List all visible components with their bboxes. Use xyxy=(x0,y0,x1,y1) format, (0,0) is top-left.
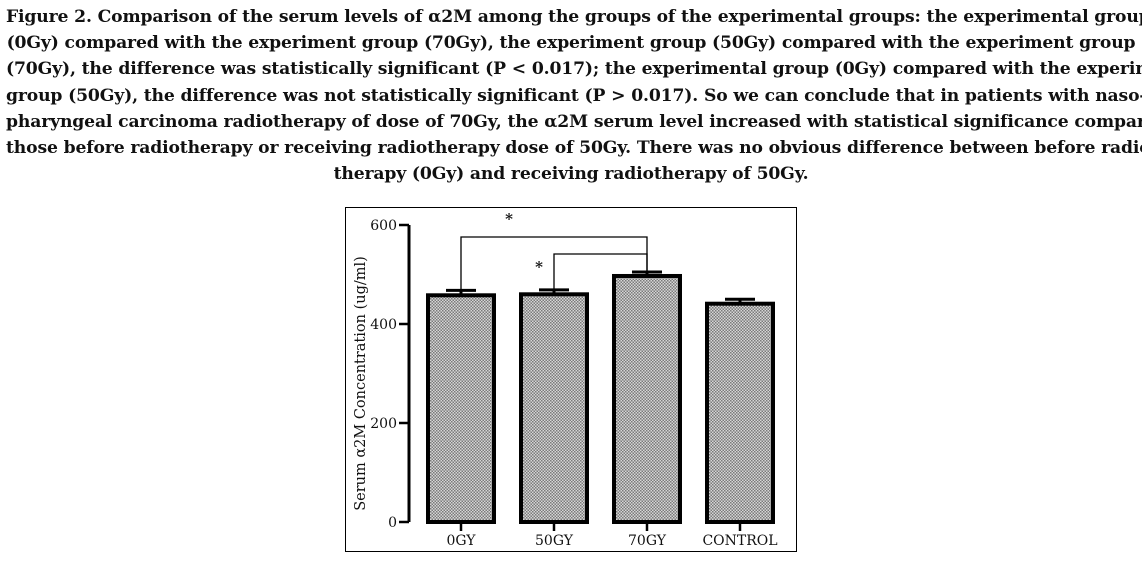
significance-star: * xyxy=(505,210,513,228)
bar xyxy=(426,293,496,525)
bar xyxy=(705,301,775,524)
bar-chart: 0 200 400 600 Serum α2M Concentration (ug/ml… xyxy=(353,210,778,549)
y-tick-label: 200 xyxy=(370,416,397,432)
y-axis-label: Serum α2M Concentration (ug/ml) xyxy=(353,256,369,511)
bar xyxy=(519,292,589,524)
significance-bracket xyxy=(553,253,648,290)
significance-star: * xyxy=(535,258,543,276)
x-tick-label: 50GY xyxy=(535,533,574,549)
chart-frame: 0 200 400 600 Serum α2M Concentration (ug/ml… xyxy=(345,207,797,552)
caption-line: those before radiotherapy or receiving r… xyxy=(6,138,1142,159)
x-tick-label: 70GY xyxy=(628,533,667,549)
y-tick-label: 0 xyxy=(388,515,397,531)
caption-line: group (50Gy), the difference was not sta… xyxy=(6,85,1142,106)
caption-line: pharyngeal carcinoma radiotherapy of dos… xyxy=(6,111,1142,132)
caption-line: (70Gy), the difference was statistically… xyxy=(6,59,1142,80)
figure-caption: Figure 2. Comparison of the serum levels… xyxy=(6,4,1142,187)
plot-area: 0 200 400 600 Serum α2M Concentration (ug/ml… xyxy=(353,210,778,549)
caption-line: (0Gy) compared with the experiment group… xyxy=(6,33,1136,54)
y-tick-label: 600 xyxy=(370,218,397,234)
y-tick-label: 400 xyxy=(370,317,397,333)
caption-line: Figure 2. Comparison of the serum levels… xyxy=(6,7,1142,27)
x-tick-label: 0GY xyxy=(446,533,476,549)
caption-line: therapy (0Gy) and receiving radiotherapy… xyxy=(333,164,809,185)
x-tick-label: CONTROL xyxy=(702,533,777,549)
bar xyxy=(612,273,682,524)
